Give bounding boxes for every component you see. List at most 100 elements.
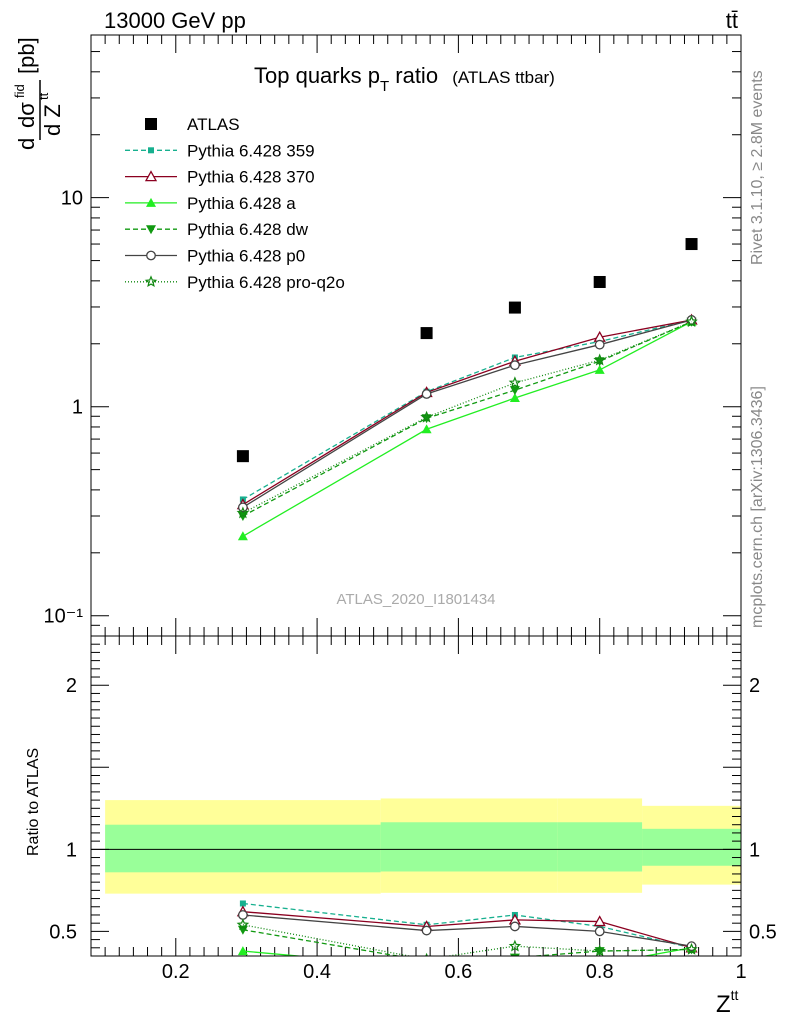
chart-title: Top quarks pT ratio (ATLAS ttbar) xyxy=(254,63,555,95)
series-line-pythia-6-428-359 xyxy=(242,319,692,501)
chart-title-rest: ratio xyxy=(389,63,438,88)
xlabel-sup: tt xyxy=(731,987,739,1003)
svg-text:d Z: d Z xyxy=(40,104,65,136)
legend-label: ATLAS xyxy=(187,115,240,134)
bottom-axis-ticks: 0.2 0.4 0.6 0.8 10.5 0.51 12 2 xyxy=(49,35,777,983)
chart-title-main: Top quarks p xyxy=(254,63,380,88)
process-label: tt̄ xyxy=(726,8,738,33)
ratio-ylabel: Ratio to ATLAS xyxy=(25,748,42,856)
ratio-point-pythia-6-428-pro-q2o xyxy=(236,918,250,931)
ratio-point-pythia-6-428-p0 xyxy=(510,921,520,932)
legend-label: Pythia 6.428 359 xyxy=(187,141,315,160)
svg-text:d: d xyxy=(14,138,39,150)
svg-text:tt: tt xyxy=(36,92,51,100)
data-point-atlas xyxy=(508,301,521,314)
ratio-point-pythia-6-428-dw xyxy=(422,957,432,966)
legend-marker xyxy=(144,275,158,288)
legend-label: Pythia 6.428 p0 xyxy=(187,247,305,266)
data-point-atlas xyxy=(236,450,249,463)
svg-text:fid: fid xyxy=(12,84,27,98)
legend-entry-pythia-6-428-dw: Pythia 6.428 dw xyxy=(125,220,309,239)
ratio-tick-label: 1 xyxy=(66,839,77,861)
ratio-line-pythia-6-428-pro-q2o xyxy=(242,924,692,956)
svg-text:[pb]: [pb] xyxy=(14,37,39,74)
ratio-point-pythia-6-428-p0 xyxy=(686,941,697,952)
xlabel: Ztt xyxy=(716,987,739,1018)
ratio-point-pythia-6-428-p0 xyxy=(594,926,605,937)
ratio-tick-label: 0.5 xyxy=(49,921,77,943)
bottom-frame xyxy=(90,635,742,957)
legend-entry-pythia-6-428-370: Pythia 6.428 370 xyxy=(125,168,315,187)
y-tick-label: 10 xyxy=(61,188,83,210)
ratio-bands xyxy=(91,798,741,894)
ratio-point-pythia-6-428-pro-q2o xyxy=(593,944,607,956)
ratio-tick-label-right: 0.5 xyxy=(749,921,777,943)
ratio-tick-label-right: 1 xyxy=(749,839,760,861)
analysis-watermark: ATLAS_2020_I1801434 xyxy=(336,591,495,608)
data-point-pythia-6-428-pro-q2o xyxy=(236,506,250,519)
ratio-point-pythia-6-428-pro-q2o xyxy=(685,942,698,955)
series-line-pythia-6-428-370 xyxy=(242,319,692,506)
legend-label: Pythia 6.428 pro-q2o xyxy=(187,273,345,292)
data-point-atlas xyxy=(593,275,606,288)
legend-entry-atlas: ATLAS xyxy=(145,115,240,134)
data-point-atlas xyxy=(420,327,433,340)
top-ylabel: d dσ fid d Z tt [pb] xyxy=(12,37,65,150)
data-point-atlas xyxy=(685,238,698,251)
data-point-pythia-6-428-a xyxy=(421,424,432,434)
ratio-point-pythia-6-428-a xyxy=(237,946,248,956)
legend: ATLAS Pythia 6.428 359 Pythia 6.428 370 Pyt… xyxy=(125,115,345,292)
legend-marker xyxy=(146,197,156,207)
data-point-pythia-6-428-a xyxy=(509,393,520,403)
data-point-pythia-6-428-p0 xyxy=(421,389,432,399)
legend-entry-pythia-6-428-359: Pythia 6.428 359 xyxy=(125,141,315,160)
legend-marker xyxy=(146,225,156,235)
x-tick-label: 0.4 xyxy=(303,961,331,983)
top-series xyxy=(236,238,698,541)
series-line-pythia-6-428-dw xyxy=(242,321,692,517)
legend-marker xyxy=(148,147,154,154)
series-line-pythia-6-428-pro-q2o xyxy=(242,321,692,514)
data-point-pythia-6-428-pro-q2o xyxy=(420,410,433,423)
series-line-pythia-6-428-a xyxy=(242,321,692,537)
ratio-line-pythia-6-428-dw xyxy=(242,929,692,956)
series-line-pythia-6-428-p0 xyxy=(242,319,692,508)
y-tick-label: 10⁻¹ xyxy=(44,606,84,628)
ratio-series xyxy=(236,900,698,971)
x-tick-label: 0.8 xyxy=(586,961,614,983)
legend-entry-pythia-6-428-a: Pythia 6.428 a xyxy=(125,194,296,213)
legend-marker xyxy=(145,118,157,130)
ratio-point-pythia-6-428-a xyxy=(422,962,432,971)
legend-label: Pythia 6.428 a xyxy=(187,194,296,213)
legend-marker xyxy=(146,250,156,261)
ratio-line-pythia-6-428-370 xyxy=(242,911,692,949)
uncertainty-band-green xyxy=(642,828,741,866)
ratio-point-pythia-6-428-p0 xyxy=(421,925,432,936)
uncertainty-band-green xyxy=(557,822,643,872)
mcplots-label: mcplots.cern.ch [arXiv:1306.3436] xyxy=(749,386,766,628)
data-point-pythia-6-428-pro-q2o xyxy=(685,315,698,328)
svg-text:dσ: dσ xyxy=(14,102,39,128)
legend-label: Pythia 6.428 dw xyxy=(187,220,309,239)
ratio-point-pythia-6-428-370 xyxy=(593,915,606,927)
data-point-pythia-6-428-pro-q2o xyxy=(593,353,607,366)
data-point-pythia-6-428-a xyxy=(237,531,248,541)
chart-title-small: (ATLAS ttbar) xyxy=(452,68,555,87)
xlabel-main: Z xyxy=(716,991,731,1018)
legend-entry-pythia-6-428-p0: Pythia 6.428 p0 xyxy=(125,247,305,266)
y-tick-label: 1 xyxy=(72,397,83,419)
data-point-pythia-6-428-a xyxy=(594,364,605,374)
data-point-pythia-6-428-dw xyxy=(237,512,248,522)
top-axis-ticks: 10⁻¹ 1 10 xyxy=(44,34,741,637)
legend-marker xyxy=(144,170,158,182)
data-point-pythia-6-428-p0 xyxy=(510,360,520,371)
rivet-label: Rivet 3.1.10, ≥ 2.8M events xyxy=(749,70,766,265)
data-point-pythia-6-428-dw xyxy=(509,386,520,396)
x-tick-label: 1 xyxy=(735,961,746,983)
energy-label: 13000 GeV pp xyxy=(104,8,246,33)
legend-label: Pythia 6.428 370 xyxy=(187,168,315,187)
x-tick-label: 0.2 xyxy=(162,961,190,983)
ratio-point-pythia-6-428-pro-q2o xyxy=(508,939,522,952)
ratio-tick-label: 2 xyxy=(66,675,77,697)
ratio-point-pythia-6-428-dw xyxy=(509,953,520,956)
